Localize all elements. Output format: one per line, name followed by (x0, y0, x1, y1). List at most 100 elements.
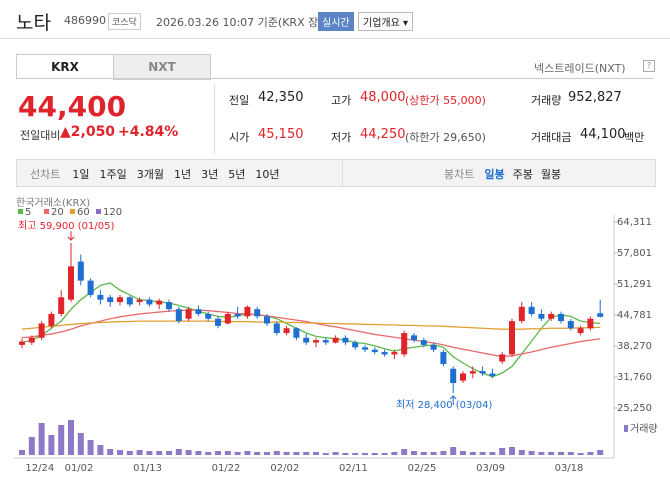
volume-bar (381, 453, 388, 455)
chart-title: 한국거래소(KRX) (16, 197, 90, 209)
period-button[interactable]: 1주일 (99, 168, 127, 181)
volume-bar (391, 452, 398, 455)
legend-swatch (18, 209, 23, 214)
volume-bar (205, 452, 212, 455)
volume-bar (558, 452, 564, 455)
candle-body (499, 354, 506, 362)
volume-bar (166, 451, 172, 455)
volume-bar (332, 452, 339, 455)
company-info-button[interactable]: 기업개요 ▾ (358, 12, 413, 31)
volume-bar (97, 445, 104, 455)
candle-body (205, 313, 212, 319)
stock-code: 486990 (64, 14, 106, 27)
volume-bar (587, 452, 594, 455)
volume-bar (479, 452, 486, 455)
volume-bar (411, 451, 417, 455)
candle-body (381, 352, 388, 355)
divider (214, 84, 215, 154)
candle-body (68, 266, 74, 300)
candle-body (371, 349, 378, 353)
candle-body (411, 335, 417, 341)
legend-label: 60 (77, 207, 90, 218)
candle-body (283, 328, 290, 334)
x-tick-label: 12/24 (25, 463, 54, 474)
candle-body (185, 309, 192, 319)
period-button[interactable]: 주봉 (512, 168, 533, 181)
period-button[interactable]: 일봉 (484, 168, 505, 181)
volume-bar (136, 450, 143, 455)
y-tick-label: 31,760 (617, 372, 652, 383)
volume-bar (87, 440, 94, 455)
volume-bar (146, 451, 153, 455)
x-tick-label: 01/22 (212, 463, 241, 474)
volume-bar (567, 452, 574, 455)
candle-body (332, 337, 339, 343)
stat-label: 고가 (331, 94, 352, 107)
high-annotation: 최고 59,900 (01/05) (18, 220, 114, 232)
volume-bar (28, 437, 35, 455)
volume-bar (215, 451, 221, 455)
candle-body (117, 297, 123, 303)
candle-body (293, 328, 300, 338)
candle-body (19, 341, 25, 345)
high-arrow (67, 231, 75, 241)
candle-body (38, 323, 45, 338)
stat-unit: 백만 (624, 131, 645, 144)
period-button[interactable]: 3개월 (136, 168, 164, 181)
volume-bar (499, 448, 506, 455)
legend-label: 20 (51, 207, 64, 218)
legend-swatch (624, 425, 628, 432)
nxt-link[interactable]: 넥스트레이드(NXT) (534, 62, 626, 75)
period-list: 선차트 1일 1주일 3개월 1년 3년 5년 10년 (30, 166, 290, 182)
market-badge: 코스닥 (108, 13, 141, 30)
period-button[interactable]: 3년 (201, 168, 219, 181)
legend-label: 120 (103, 207, 122, 218)
volume-bar (224, 451, 231, 455)
volume-bar (362, 453, 368, 455)
candle-body (28, 337, 35, 343)
stat-note: (상한가 55,000) (405, 94, 486, 107)
period-button[interactable]: 1년 (174, 168, 192, 181)
volume-bar (450, 447, 457, 455)
period-button[interactable]: 월봉 (540, 168, 562, 181)
candle-body (58, 297, 65, 314)
candle-body (107, 297, 114, 303)
volume-bar (77, 433, 84, 455)
tab[interactable]: NXT (113, 54, 211, 80)
stat-value: 45,150 (258, 127, 304, 142)
legend-swatch (70, 209, 75, 214)
legend-swatch (44, 209, 49, 214)
candle-body (460, 373, 466, 381)
stat-value: 44,100 (580, 127, 626, 142)
volume-bar (322, 453, 329, 455)
volume-bar (254, 452, 261, 455)
volume-bar (117, 450, 123, 455)
volume-bar (597, 450, 604, 455)
change-label: 전일대비 (20, 129, 61, 142)
candle-body (156, 300, 163, 305)
legend-label: 5 (25, 207, 31, 218)
volume-bar (156, 451, 163, 455)
candle-body (136, 299, 143, 303)
volume-bar (401, 449, 408, 455)
volume-bar (489, 452, 496, 455)
period-button[interactable]: 5년 (228, 168, 246, 181)
period-button[interactable]: 10년 (255, 168, 280, 181)
change: ▲2,050 (60, 124, 116, 140)
help-icon[interactable]: ? (643, 60, 655, 72)
candle-body (587, 318, 594, 329)
candle-body (313, 340, 319, 343)
volume-bar (469, 452, 476, 455)
volume-bar (244, 451, 251, 455)
period-button[interactable]: 1일 (72, 168, 90, 181)
volume-bar (460, 451, 466, 455)
period-label: 선차트 (30, 168, 61, 181)
candle-body (420, 340, 427, 345)
realtime-button[interactable]: 실시간 (318, 12, 354, 31)
stat-label: 거래대금 (531, 131, 572, 144)
candle-body (244, 306, 251, 317)
stock-name: 노타 (16, 12, 51, 34)
volume-bar (518, 450, 525, 455)
x-tick-label: 03/18 (555, 463, 584, 474)
